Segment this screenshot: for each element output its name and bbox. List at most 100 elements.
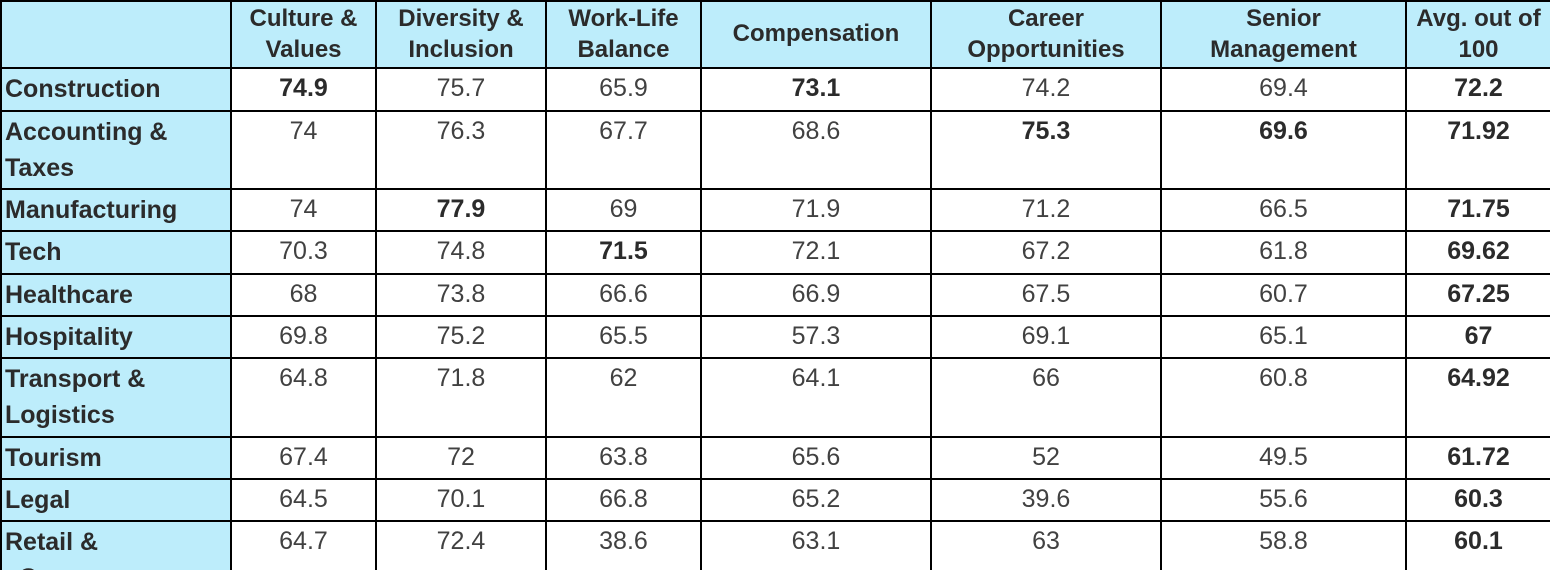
value-cell: 69.1 — [930, 314, 1162, 360]
table-row: Tech 70.3 74.8 71.5 72.1 67.2 61.8 69.62 — [0, 230, 1550, 275]
value-cell: 66.6 — [545, 272, 702, 317]
value-cell: 64.5 — [230, 477, 377, 523]
value-cell: 38.6 — [545, 520, 702, 570]
value-cell: 73.1 — [700, 67, 932, 112]
value-cell: 67 — [1405, 314, 1550, 360]
value-cell: 64.92 — [1405, 357, 1550, 438]
col-header-culture-values: Culture & Values — [230, 0, 377, 70]
value-cell: 49.5 — [1160, 435, 1407, 480]
value-cell: 57.3 — [700, 314, 932, 360]
row-label: Accounting & Taxes — [0, 109, 232, 191]
col-header-career-opportunities: Career Opportunities — [930, 0, 1162, 70]
value-cell: 73.8 — [375, 272, 547, 317]
table-row: Retail & eCommerce64.772.438.663.16358.8… — [0, 520, 1550, 570]
value-cell: 66.9 — [700, 272, 932, 317]
value-cell: 75.3 — [930, 109, 1162, 191]
table-row: Hospitality 69.8 75.2 65.5 57.3 69.1 65.1 67 — [0, 314, 1550, 360]
value-cell: 69.8 — [230, 314, 377, 360]
value-cell: 60.7 — [1160, 272, 1407, 317]
value-cell: 60.1 — [1405, 520, 1550, 570]
corner-cell — [0, 0, 232, 70]
value-cell: 67.7 — [545, 109, 702, 191]
value-cell: 72.1 — [700, 230, 932, 275]
col-header-diversity-inclusion: Diversity & Inclusion — [375, 0, 547, 70]
value-cell: 67.2 — [930, 230, 1162, 275]
value-cell: 61.72 — [1405, 435, 1550, 480]
table-row: Legal 64.5 70.1 66.8 65.2 39.6 55.6 60.3 — [0, 477, 1550, 523]
row-label: Construction — [0, 67, 232, 112]
value-cell: 39.6 — [930, 477, 1162, 523]
value-cell: 61.8 — [1160, 230, 1407, 275]
value-cell: 55.6 — [1160, 477, 1407, 523]
value-cell: 64.7 — [230, 520, 377, 570]
row-label: Retail & eCommerce — [0, 520, 232, 570]
row-label: Legal — [0, 477, 232, 523]
value-cell: 66.5 — [1160, 188, 1407, 233]
table-row: Healthcare 68 73.8 66.6 66.9 67.5 60.7 67.25 — [0, 272, 1550, 317]
value-cell: 72.4 — [375, 520, 547, 570]
value-cell: 63.1 — [700, 520, 932, 570]
value-cell: 74.8 — [375, 230, 547, 275]
row-label: Healthcare — [0, 272, 232, 317]
value-cell: 60.8 — [1160, 357, 1407, 438]
table-row: Accounting & Taxes 74 76.3 67.7 68.6 75.3 69.6… — [0, 109, 1550, 191]
value-cell: 72.2 — [1405, 67, 1550, 112]
value-cell: 75.2 — [375, 314, 547, 360]
value-cell: 71.75 — [1405, 188, 1550, 233]
value-cell: 70.1 — [375, 477, 547, 523]
col-header-senior-management: Senior Management — [1160, 0, 1407, 70]
value-cell: 65.5 — [545, 314, 702, 360]
value-cell: 70.3 — [230, 230, 377, 275]
value-cell: 74.2 — [930, 67, 1162, 112]
value-cell: 69.6 — [1160, 109, 1407, 191]
value-cell: 63 — [930, 520, 1162, 570]
value-cell: 71.5 — [545, 230, 702, 275]
value-cell: 58.8 — [1160, 520, 1407, 570]
value-cell: 67.5 — [930, 272, 1162, 317]
value-cell: 69.4 — [1160, 67, 1407, 112]
value-cell: 71.8 — [375, 357, 547, 438]
value-cell: 71.2 — [930, 188, 1162, 233]
value-cell: 60.3 — [1405, 477, 1550, 523]
table-row: Manufacturing 74 77.9 69 71.9 71.2 66.5 71.75 — [0, 188, 1550, 233]
value-cell: 71.9 — [700, 188, 932, 233]
value-cell: 68 — [230, 272, 377, 317]
value-cell: 69.62 — [1405, 230, 1550, 275]
value-cell: 74 — [230, 109, 377, 191]
value-cell: 77.9 — [375, 188, 547, 233]
col-header-work-life-balance: Work-Life Balance — [545, 0, 702, 70]
row-label: Tech — [0, 230, 232, 275]
col-header-compensation: Compensation — [700, 0, 932, 70]
value-cell: 69 — [545, 188, 702, 233]
table-row: Construction 74.9 75.7 65.9 73.1 74.2 69.4 72.2 — [0, 67, 1550, 112]
value-cell: 68.6 — [700, 109, 932, 191]
value-cell: 66.8 — [545, 477, 702, 523]
table-row: Transport & Logistics 64.8 71.8 62 64.1 66 60.… — [0, 357, 1550, 438]
row-label: Tourism — [0, 435, 232, 480]
value-cell: 67.4 — [230, 435, 377, 480]
value-cell: 64.8 — [230, 357, 377, 438]
value-cell: 62 — [545, 357, 702, 438]
value-cell: 74.9 — [230, 67, 377, 112]
row-label: Manufacturing — [0, 188, 232, 233]
value-cell: 74 — [230, 188, 377, 233]
value-cell: 65.6 — [700, 435, 932, 480]
value-cell: 66 — [930, 357, 1162, 438]
value-cell: 71.92 — [1405, 109, 1550, 191]
col-header-avg-out-of-100: Avg. out of 100 — [1405, 0, 1550, 70]
value-cell: 75.7 — [375, 67, 547, 112]
row-label: Transport & Logistics — [0, 357, 232, 438]
value-cell: 72 — [375, 435, 547, 480]
value-cell: 63.8 — [545, 435, 702, 480]
table-row: Tourism 67.4 72 63.8 65.6 52 49.5 61.72 — [0, 435, 1550, 480]
value-cell: 65.9 — [545, 67, 702, 112]
value-cell: 52 — [930, 435, 1162, 480]
value-cell: 65.2 — [700, 477, 932, 523]
value-cell: 65.1 — [1160, 314, 1407, 360]
header-row: Culture & Values Diversity & Inclusion W… — [0, 0, 1550, 70]
value-cell: 64.1 — [700, 357, 932, 438]
row-label: Hospitality — [0, 314, 232, 360]
value-cell: 67.25 — [1405, 272, 1550, 317]
value-cell: 76.3 — [375, 109, 547, 191]
